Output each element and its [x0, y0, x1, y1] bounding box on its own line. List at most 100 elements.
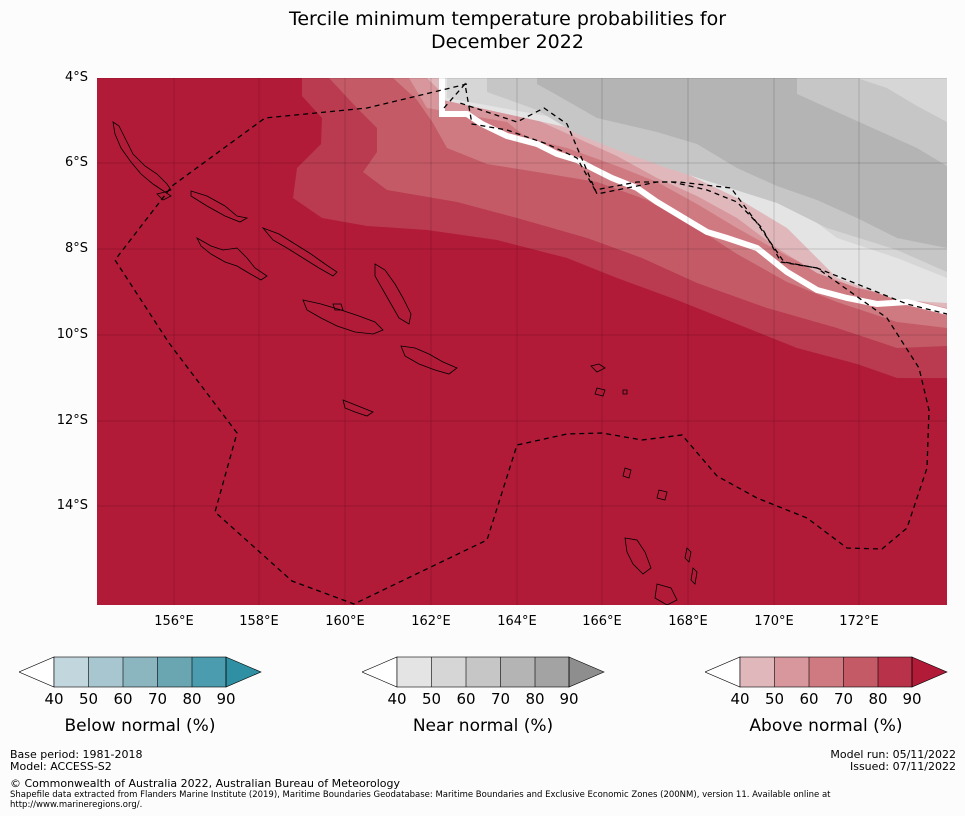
near-bin-50 — [431, 657, 466, 687]
banks-islands — [656, 489, 668, 501]
near-bin-40 — [397, 657, 432, 687]
near-max-arrow — [568, 656, 605, 688]
below-bin-50 — [88, 657, 123, 687]
below-min-arrow — [18, 656, 55, 688]
lat-label-14s: 14°S — [56, 498, 88, 513]
above-bin-60 — [809, 657, 844, 687]
near-bin-70 — [500, 657, 535, 687]
russell-islands — [332, 303, 344, 311]
footer-left: Base period: 1981-2018 Model: ACCESS-S2 — [10, 749, 142, 773]
below-bin-40 — [54, 657, 89, 687]
below-tick-50: 50 — [78, 690, 99, 708]
below-tick-70: 70 — [147, 690, 168, 708]
lon-label-162e: 162°E — [411, 614, 451, 629]
lon-label-156e: 156°E — [154, 614, 194, 629]
below-tick-60: 60 — [113, 690, 133, 708]
title-line-1: Tercile minimum temperature probabilitie… — [288, 8, 727, 30]
guadalcanal-island — [302, 299, 384, 335]
choiseul-island — [190, 190, 249, 223]
above-tick-70: 70 — [833, 690, 854, 708]
below-max-arrow — [225, 656, 262, 688]
lat-label-4s: 4°S — [64, 70, 88, 85]
lon-label-158e: 158°E — [239, 614, 279, 629]
near-tick-80: 80 — [525, 690, 545, 708]
below-tick-90: 90 — [216, 690, 236, 708]
title-line-2: December 2022 — [431, 31, 584, 53]
isabel-island — [261, 227, 338, 277]
model-run-text: Model run: 05/11/2022 — [830, 748, 956, 761]
above-bin-70 — [843, 657, 878, 687]
torres-islands — [622, 467, 632, 479]
shapefile-line-1: Shapefile data extracted from Flanders M… — [10, 790, 831, 800]
coastlines — [112, 121, 698, 605]
lat-label-6s: 6°S — [64, 155, 88, 170]
below-bin-70 — [157, 657, 192, 687]
colorbar-below-normal: 40 50 60 70 80 90 Below normal (%) — [18, 656, 262, 736]
model-text: Model: ACCESS-S2 — [10, 760, 112, 773]
near-bin-60 — [466, 657, 501, 687]
makira-island — [400, 345, 458, 375]
shapefile-attribution: Shapefile data extracted from Flanders M… — [10, 790, 940, 810]
near-tick-60: 60 — [456, 690, 476, 708]
near-bin-80 — [535, 657, 569, 687]
chart-title: Tercile minimum temperature probabilitie… — [0, 8, 965, 54]
below-normal-label: Below normal (%) — [64, 716, 216, 736]
bougainville-island — [112, 121, 172, 193]
grid-lines — [97, 78, 947, 605]
lat-label-8s: 8°S — [64, 241, 88, 256]
base-period-text: Base period: 1981-2018 — [10, 748, 143, 761]
above-tick-50: 50 — [764, 690, 785, 708]
rennell-island — [342, 399, 374, 417]
tercile-boundary-white — [439, 78, 947, 315]
lon-label-172e: 172°E — [839, 614, 879, 629]
near-tick-40: 40 — [387, 690, 407, 708]
above-normal-label: Above normal (%) — [749, 716, 903, 736]
colorbar-near-normal: 40 50 60 70 80 90 Near normal (%) — [361, 656, 605, 736]
solomon-eez-boundary — [114, 83, 930, 605]
above-min-arrow — [704, 656, 741, 688]
near-50-upper-region — [857, 78, 947, 122]
above-tick-40: 40 — [730, 690, 750, 708]
tuvalu-eez-boundary — [443, 82, 947, 315]
vanuatu-islands — [654, 583, 678, 605]
above-max-arrow — [911, 656, 948, 688]
above-bin-80 — [878, 657, 912, 687]
maewo-island — [684, 547, 692, 563]
reef-islands — [590, 363, 606, 373]
pentecost-island — [690, 567, 698, 585]
near-70-region — [537, 78, 947, 248]
eez-boundaries — [114, 82, 947, 605]
above-bin-40 — [740, 657, 775, 687]
lon-label-160e: 160°E — [325, 614, 365, 629]
probability-map[interactable] — [97, 78, 947, 605]
lon-label-170e: 170°E — [754, 614, 794, 629]
map-svg — [97, 78, 947, 605]
copyright-text: © Commonwealth of Australia 2022, Austra… — [10, 777, 400, 790]
issued-text: Issued: 07/11/2022 — [849, 760, 956, 773]
lon-label-166e: 166°E — [582, 614, 622, 629]
malaita-island — [374, 263, 412, 325]
lat-label-12s: 12°S — [56, 413, 88, 428]
near-normal-label: Near normal (%) — [412, 716, 554, 736]
shortland-islands — [156, 191, 172, 201]
santa-cruz-islands — [594, 387, 606, 397]
colorbar-above-normal: 40 50 60 70 80 90 Above normal (%) — [704, 656, 948, 736]
near-tick-70: 70 — [490, 690, 511, 708]
new-georgia-islands — [196, 236, 268, 281]
above-tick-60: 60 — [799, 690, 819, 708]
lon-label-168e: 168°E — [668, 614, 708, 629]
below-tick-80: 80 — [182, 690, 202, 708]
above-bin-50 — [774, 657, 809, 687]
tikopia-island — [622, 389, 628, 395]
below-tick-40: 40 — [44, 690, 64, 708]
above-tick-90: 90 — [902, 690, 922, 708]
near-min-arrow — [361, 656, 398, 688]
below-bin-80 — [192, 657, 226, 687]
below-bin-60 — [123, 657, 158, 687]
espiritu-santo-island — [624, 537, 652, 575]
shapefile-line-2: http://www.marineregions.org/. — [10, 800, 143, 810]
lat-label-10s: 10°S — [56, 327, 88, 342]
footer-right: Model run: 05/11/2022 Issued: 07/11/2022 — [830, 749, 956, 773]
lon-label-164e: 164°E — [497, 614, 537, 629]
near-tick-50: 50 — [421, 690, 442, 708]
